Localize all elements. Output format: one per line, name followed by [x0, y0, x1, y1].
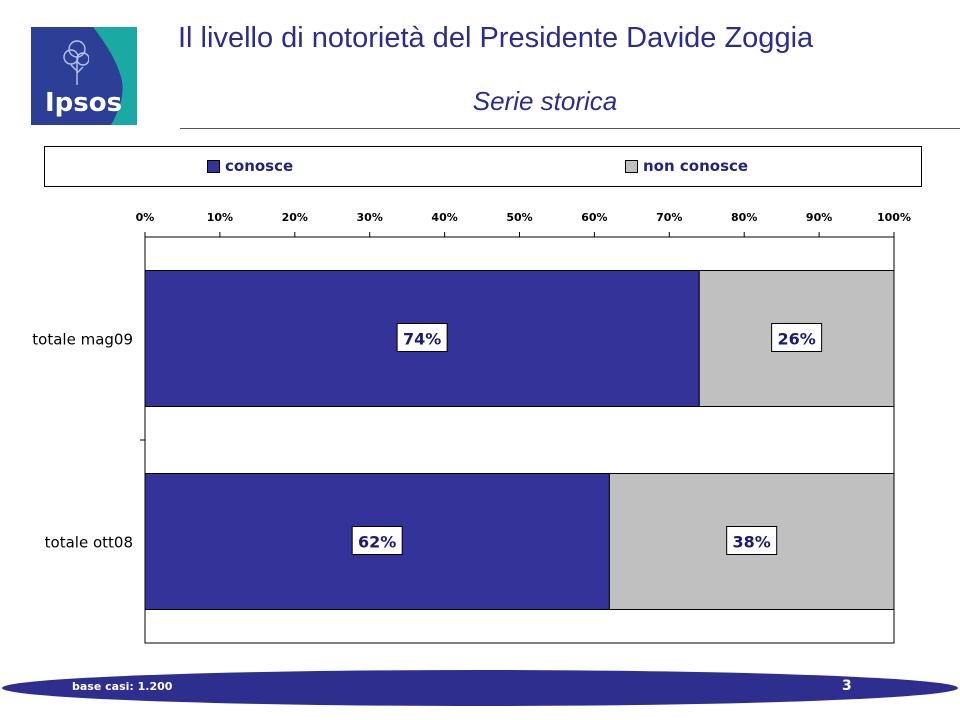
logo-teal-band [93, 27, 137, 125]
page-number: 3 [842, 678, 852, 694]
category-label: totale mag09 [32, 331, 133, 349]
page-subtitle: Serie storica [472, 86, 618, 116]
x-tick-label: 20% [282, 211, 308, 224]
x-tick-label: 50% [506, 211, 532, 224]
legend-item-non-conosce: non conosce [625, 157, 748, 175]
x-tick-label: 60% [581, 211, 607, 224]
x-tick-label: 70% [656, 211, 682, 224]
legend-item-conosce: conosce [207, 157, 293, 175]
x-axis: 0% 10% 20% 30% 40% 50% 60% 70% 80% 90% 100% [136, 211, 911, 237]
x-tick-label: 90% [806, 211, 832, 224]
logo-text: Ipsos [45, 88, 122, 118]
x-tick-label: 0% [136, 211, 155, 224]
x-tick-label: 40% [431, 211, 457, 224]
legend-label-non-conosce: non conosce [643, 157, 749, 175]
data-label: 26% [777, 330, 815, 349]
data-label: 74% [403, 330, 441, 349]
legend-swatch-conosce [207, 159, 220, 173]
title-divider [180, 128, 960, 129]
bars: 74% 26% 62% 38% [144, 269, 895, 611]
footer-ellipse [2, 670, 958, 706]
logo-face-icon [89, 41, 103, 85]
data-label-box [396, 323, 448, 352]
chart-legend: conosce non conosce [44, 146, 922, 187]
ipsos-logo: Ipsos [31, 27, 137, 125]
data-label: 38% [733, 533, 771, 552]
data-label-box [726, 526, 778, 555]
logo-tree-icon [63, 40, 90, 85]
page-title: Il livello di notorietà del Presidente D… [178, 22, 814, 54]
y-axis: totale mag09 totale ott08 [32, 331, 145, 552]
data-label-box [771, 323, 823, 352]
legend-swatch-non-conosce [625, 159, 638, 173]
data-label-box [351, 526, 403, 555]
legend-label-conosce: conosce [225, 157, 294, 175]
data-label: 62% [358, 533, 396, 552]
x-tick-label: 80% [731, 211, 757, 224]
x-tick-label: 30% [357, 211, 383, 224]
x-tick-label: 10% [207, 211, 233, 224]
category-label: totale ott08 [45, 534, 133, 552]
base-note: base casi: 1.200 [72, 680, 173, 693]
x-tick-label: 100% [877, 211, 911, 224]
